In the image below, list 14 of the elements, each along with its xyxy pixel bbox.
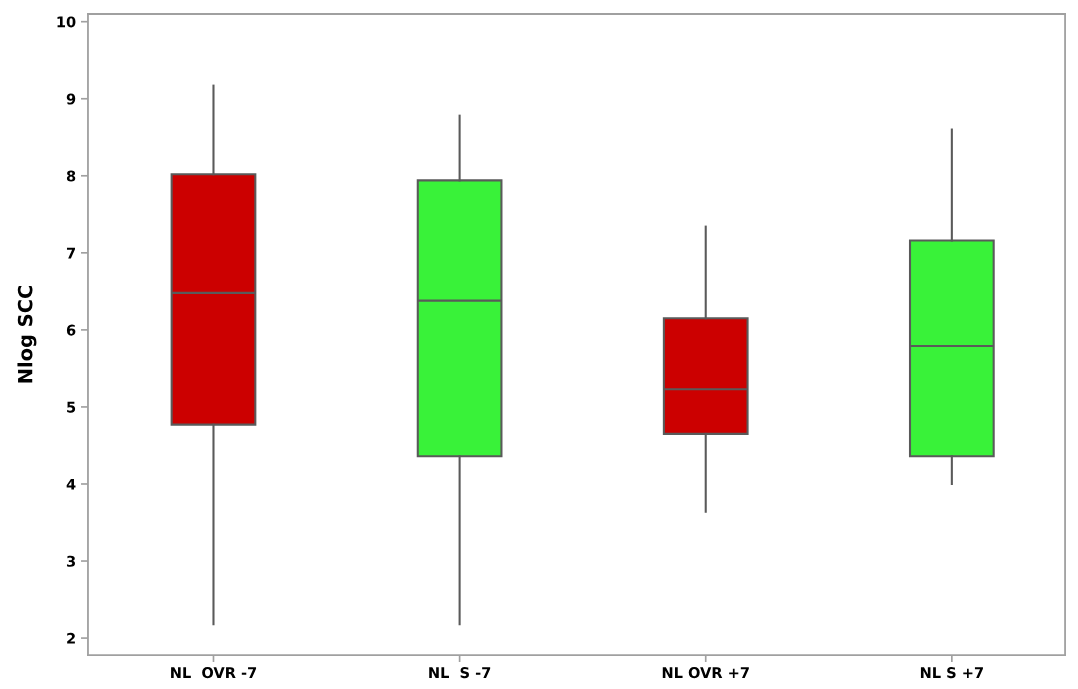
x-tick-label: NL S -7 [429, 667, 491, 679]
x-tick-label: NL OVR +7 [662, 667, 749, 679]
y-tick-label: 7 [66, 247, 75, 259]
y-tick-label: 3 [66, 555, 75, 567]
x-tick-label: NL OVR -7 [171, 667, 257, 679]
y-tick-label: 8 [66, 170, 76, 182]
x-tick-label: NL S +7 [920, 667, 983, 679]
y-tick-label: 6 [66, 324, 76, 336]
y-tick-label: 4 [66, 478, 76, 490]
y-tick-label: 9 [66, 93, 76, 105]
y-tick-label: 2 [67, 632, 75, 644]
y-axis-title: Nlog SCC [17, 285, 37, 383]
y-tick-label: 5 [67, 401, 76, 413]
y-tick-label: 10 [57, 16, 76, 28]
